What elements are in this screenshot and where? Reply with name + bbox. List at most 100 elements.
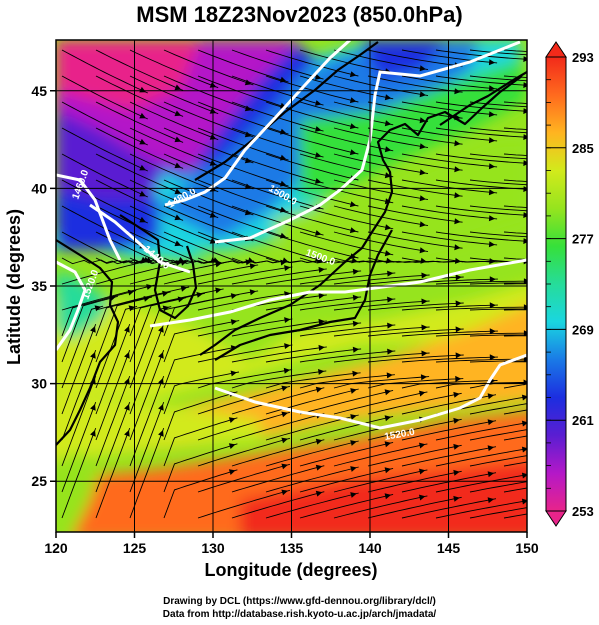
streamline [163,205,254,242]
streamline-arrow [384,146,392,153]
streamline-arrow [592,360,598,366]
streamline-arrow [592,308,598,314]
streamline [503,127,527,130]
streamline-arrow [521,420,527,427]
streamline [367,302,464,311]
streamline-arrow [281,437,288,444]
streamline [129,179,219,219]
coastlines [56,41,527,446]
streamline [265,231,359,259]
streamline [333,352,430,363]
streamline [61,260,155,285]
streamline-arrow [384,198,392,205]
streamline [401,153,498,168]
streamline-arrow [349,149,357,156]
streamline-arrow [315,438,323,445]
streamline-arrow [128,305,136,312]
streamline [95,291,171,337]
streamline [333,179,429,201]
streamline-arrow [281,411,288,418]
streamline-arrow [145,257,153,263]
streamline-arrow [454,114,461,121]
colorbar-ticks: 293 285 277 269 261 253 [546,50,594,519]
streamline [163,391,238,441]
streamline [95,127,184,169]
streamline [61,305,104,389]
streamline [469,153,527,160]
streamline [95,75,184,117]
streamline [129,375,165,467]
streamline [367,418,462,441]
streamline [197,344,293,363]
streamline-arrow [487,393,495,400]
streamline [401,330,498,337]
streamline [503,283,527,285]
streamline-arrow [315,178,322,184]
streamline-arrow [419,143,426,150]
streamline-arrow [488,137,496,144]
y-tick-label: 40 [31,180,47,196]
streamline [469,360,527,363]
streamline [503,513,527,519]
streamline [503,435,527,441]
streamline-arrow [488,111,496,118]
streamline-arrow [419,169,426,176]
streamline [503,101,527,104]
streamline-arrow [489,354,496,361]
streamline-arrow [124,352,130,359]
streamline [129,153,219,193]
streamline-arrow [249,263,257,270]
streamline-arrow [284,265,291,271]
streamline-arrow [521,498,527,505]
streamline [61,179,148,224]
japan-south-coast [214,229,393,361]
streamline-arrow [352,268,360,275]
streamline-arrow [384,250,392,257]
streamline [265,440,359,467]
streamline [231,346,327,363]
streamline [299,272,396,285]
temperature-field [56,40,527,532]
streamline [333,49,429,71]
streamline-arrow [230,345,238,351]
streamline [401,75,498,90]
streamline [469,481,527,493]
streamline-arrow [489,328,496,335]
colorbar-label: 269 [572,322,594,337]
streamline [231,320,327,337]
streamline [367,153,463,171]
streamline-arrow [139,112,146,119]
credit-data: Data from http://database.rish.kyoto-u.a… [162,609,437,620]
streamline [61,401,97,493]
streamline-arrow [228,443,236,449]
streamline-arrow [315,152,322,158]
streamline-arrow [453,443,460,450]
streamline-arrow [315,126,322,132]
streamline [299,467,394,493]
streamline [333,153,429,175]
streamline-arrow [318,344,325,351]
y-tick-label: 35 [31,278,47,294]
streamline-arrow [592,258,598,264]
streamline [401,380,498,389]
streamline-arrow [281,489,288,496]
streamline-arrow [349,123,357,130]
streamline [401,179,498,194]
streamline [265,75,359,103]
streamline-arrow [523,56,527,62]
streamline [95,427,131,519]
streamline [95,286,190,311]
streamline-arrow [124,326,130,333]
streamline [469,101,527,108]
streamline [95,375,131,467]
streamline-arrow [384,493,392,500]
streamline-arrow [521,394,527,401]
streamline [231,439,325,467]
streamline [61,127,148,172]
streamline-arrow [352,294,360,301]
streamline [129,288,224,311]
streamline [401,49,498,64]
streamline [61,349,97,441]
streamline-arrow [419,117,426,124]
streamline-arrow [349,201,357,208]
